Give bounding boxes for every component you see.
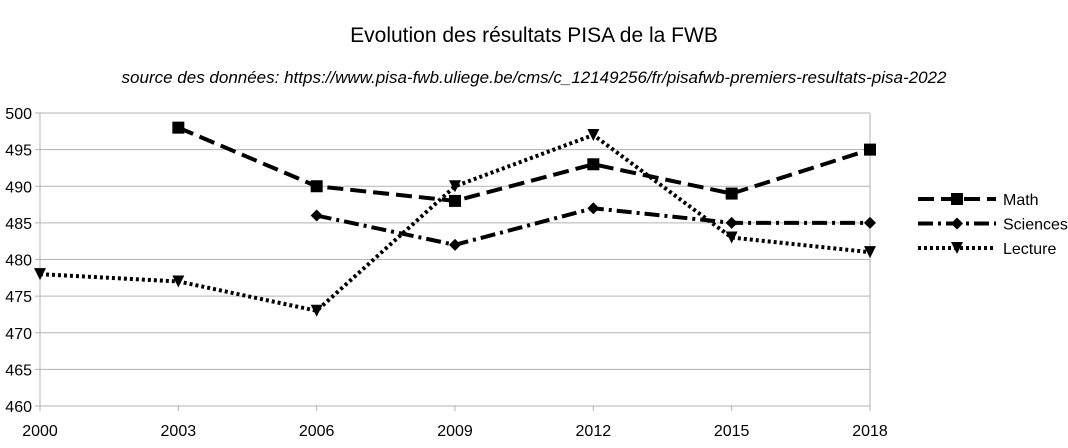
data-point-sciences bbox=[449, 238, 461, 251]
x-tick-label: 2018 bbox=[852, 423, 888, 440]
x-tick-label: 2012 bbox=[576, 423, 612, 440]
x-tick-label: 2009 bbox=[437, 423, 473, 440]
y-tick-label: 465 bbox=[5, 362, 32, 379]
y-tick-label: 480 bbox=[5, 253, 32, 270]
data-point-math bbox=[587, 158, 600, 171]
data-point-sciences bbox=[725, 216, 738, 229]
x-tick-label: 2000 bbox=[22, 423, 58, 440]
data-point-math bbox=[310, 180, 323, 193]
legend-marker-math bbox=[951, 193, 963, 205]
series bbox=[34, 121, 876, 317]
x-tick-label: 2003 bbox=[161, 423, 197, 440]
legend: Math Sciences Lecture bbox=[918, 192, 1068, 258]
y-tick-label: 500 bbox=[5, 106, 32, 123]
data-point-lecture bbox=[864, 246, 876, 259]
y-tick-label: 475 bbox=[5, 289, 32, 306]
x-tick-label: 2006 bbox=[299, 423, 335, 440]
data-point-math bbox=[172, 121, 185, 134]
data-point-lecture bbox=[310, 304, 323, 317]
data-point-lecture bbox=[172, 275, 185, 288]
data-point-sciences bbox=[864, 216, 876, 229]
series-math bbox=[172, 121, 876, 207]
grid-lines bbox=[39, 112, 871, 407]
data-point-sciences bbox=[310, 209, 323, 222]
data-point-sciences bbox=[587, 202, 600, 215]
legend-label-math: Math bbox=[1003, 192, 1039, 209]
series-line-math bbox=[177, 125, 871, 203]
chart-subtitle: source des données: https://www.pisa-fwb… bbox=[121, 68, 947, 87]
legend-item-sciences: Sciences bbox=[918, 217, 1068, 234]
data-point-lecture bbox=[587, 128, 600, 141]
data-point-math bbox=[449, 194, 461, 207]
series-lecture bbox=[34, 128, 876, 317]
axes: 460 465 470 475 480 485 490 495 500 2000 2003 2006 2… bbox=[5, 106, 888, 440]
data-point-math bbox=[864, 143, 876, 156]
data-point-math bbox=[725, 187, 738, 200]
legend-marker-lecture bbox=[951, 242, 963, 254]
series-sciences bbox=[310, 202, 876, 251]
chart-title: Evolution des résultats PISA de la FWB bbox=[350, 24, 718, 47]
y-tick-label: 485 bbox=[5, 216, 32, 233]
legend-label-lecture: Lecture bbox=[1003, 241, 1056, 258]
legend-item-lecture: Lecture bbox=[918, 241, 1056, 258]
y-tick-label: 460 bbox=[5, 399, 32, 416]
data-point-lecture bbox=[725, 231, 738, 244]
y-tick-label: 470 bbox=[5, 326, 32, 343]
y-tick-label: 495 bbox=[5, 143, 32, 160]
legend-item-math: Math bbox=[918, 192, 1039, 209]
legend-label-sciences: Sciences bbox=[1003, 217, 1068, 234]
data-point-lecture bbox=[449, 180, 461, 193]
legend-marker-sciences bbox=[951, 217, 963, 230]
data-point-lecture bbox=[34, 268, 46, 281]
x-tick-label: 2015 bbox=[714, 423, 750, 440]
y-tick-label: 490 bbox=[5, 179, 32, 196]
